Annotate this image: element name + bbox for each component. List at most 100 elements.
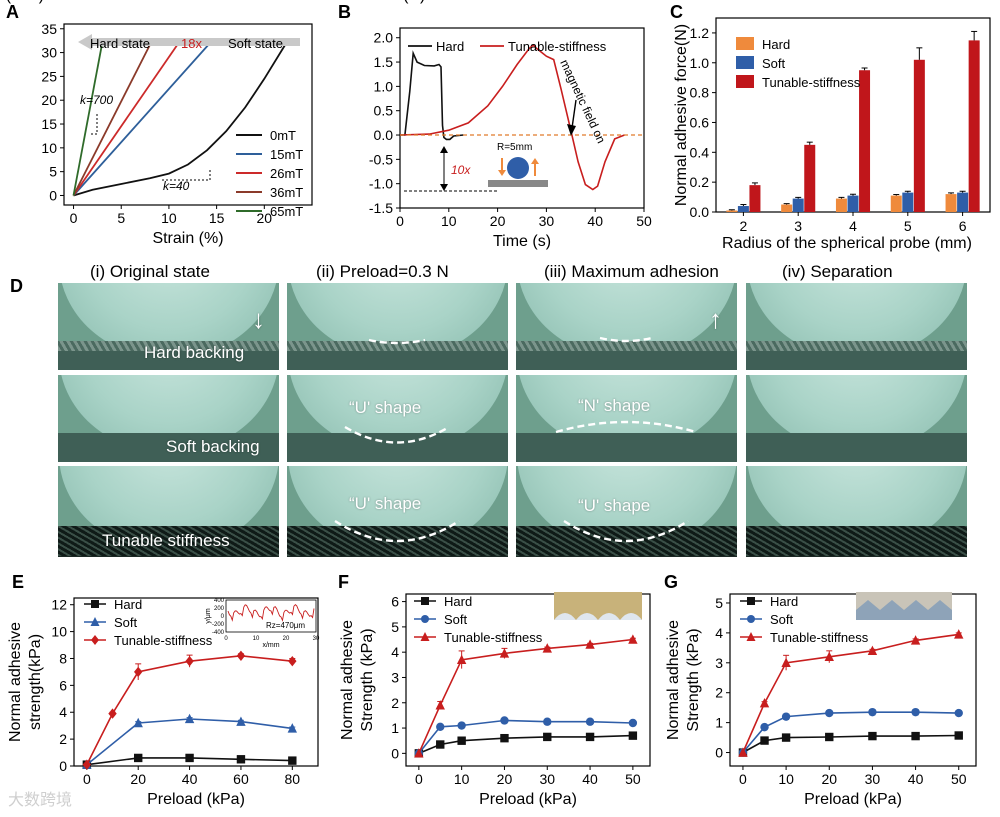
y-tick-label: 12: [51, 597, 67, 613]
data-point: [868, 707, 877, 717]
bar: [847, 195, 859, 212]
data-point: [133, 717, 143, 728]
legend-swatch: [736, 56, 754, 69]
y-tick-label: 25: [41, 68, 57, 84]
x-tick-label: 5: [117, 210, 125, 226]
y-tick-label: 0.0: [690, 204, 710, 220]
x-tick-label: 20: [130, 771, 146, 787]
y-tick-label: 2: [715, 685, 723, 701]
y-tick-label: 15: [41, 116, 57, 132]
hard-backing-texture: [58, 341, 279, 351]
x-axis-label: Time (s): [493, 233, 551, 250]
fold-arrow-head-up: [440, 146, 448, 153]
data-point: [824, 651, 834, 662]
photo-tile: [58, 466, 279, 557]
bar: [804, 144, 816, 212]
data-point: [82, 759, 92, 770]
x-tick-label: 50: [951, 771, 967, 787]
x-tick-label: 0: [739, 771, 747, 787]
bar: [737, 206, 749, 212]
bar: [913, 59, 925, 213]
x-tick-label: 30: [865, 771, 881, 787]
probe-ball-icon: [507, 157, 529, 179]
magnetic-field-label: magnetic field on: [557, 57, 608, 145]
x-tick-label: 30: [539, 213, 555, 229]
series-line-tunable-stiffness: [86, 654, 293, 766]
panel-label-a: A: [6, 2, 19, 22]
legend-label: 36mT: [270, 185, 303, 200]
field-arrow-head: [567, 124, 576, 136]
chart-f-strength: 0 10 20 30 40 50 0 1 2 3 4 5 6 Preload (kPa) Normal ad…: [339, 592, 651, 808]
substrate-layer: [287, 433, 508, 462]
legend-label: Tunable-stiffness: [114, 633, 213, 648]
data-point: [500, 733, 509, 743]
y-tick-label: 1: [715, 715, 723, 731]
y-tick-label: -1.0: [369, 176, 393, 192]
data-point: [628, 731, 638, 740]
arrow-up-icon: ↑: [709, 304, 722, 334]
k-soft-label: k=40: [163, 179, 190, 193]
substrate-texture-f: [554, 613, 642, 620]
photo-tile: [287, 375, 508, 462]
y-tick-label: 0: [715, 745, 723, 761]
legend-label: Soft: [762, 56, 786, 71]
chart-g-strength: 0 10 20 30 40 50 0 1 2 3 4 5 Preload (kPa) Normal adh…: [665, 592, 977, 808]
column-title-max-adhesion: (iii) Maximum adhesion: [544, 262, 719, 281]
bar: [890, 195, 902, 212]
data-point: [420, 632, 430, 641]
column-title-separation: (iv) Separation: [782, 262, 893, 281]
inset-y-tick: 400: [214, 598, 225, 604]
data-point: [236, 716, 246, 726]
data-point: [457, 736, 466, 745]
state-arrow-shape: [78, 34, 300, 50]
y-tick-label: 0: [49, 187, 57, 203]
bar: [792, 198, 804, 212]
panel-label-c: C: [670, 2, 683, 22]
x-tick-label: 4: [849, 218, 857, 234]
bar: [749, 185, 761, 212]
x-tick-label: 40: [582, 771, 598, 787]
y-tick-label: 0: [391, 745, 399, 761]
data-point: [760, 722, 769, 732]
legend-label: Hard: [762, 37, 790, 52]
shape-label: “N' shape: [578, 396, 651, 415]
x-tick-label: 0: [396, 213, 404, 229]
legend-label: 15mT: [270, 147, 303, 162]
data-point: [542, 643, 552, 653]
series-line-26mt: [72, 42, 180, 197]
y-axis-label: Normal adhesive: [665, 620, 682, 740]
y-tick-label: 10: [41, 140, 57, 156]
x-tick-label: 0: [415, 771, 423, 787]
data-point: [738, 747, 748, 757]
y-axis-label: Strength (kPa): [685, 628, 702, 731]
x-tick-label: 20: [490, 213, 506, 229]
shape-label: “U' shape: [349, 494, 422, 513]
photo-tile: [58, 283, 279, 370]
data-point: [867, 645, 878, 656]
photo-tile: [746, 283, 967, 370]
legend-label: 65mT: [270, 204, 303, 219]
series-line-hard: [400, 50, 464, 141]
data-point: [628, 718, 638, 728]
legend-label: Hard: [444, 594, 472, 609]
data-point: [760, 736, 769, 745]
chart-b-adhesive-force: 0 10 20 30 40 50 -1.5 -1.0 -0.5 0.0 0.5 1.0 1.5 2.0 Ti…: [332, 0, 652, 250]
field-arrow: [571, 99, 577, 129]
y-axis-label: Normal adhesive force (N): [332, 0, 425, 4]
y-axis-label: Normal adhesive: [339, 620, 356, 740]
data-point: [288, 756, 297, 765]
legend-swatch: [736, 37, 754, 50]
y-axis-label: strength(kPa): [27, 634, 44, 730]
data-point: [628, 634, 638, 644]
legend-label: Soft: [114, 615, 138, 630]
y-tick-label: 30: [41, 45, 57, 61]
legend-label: 0mT: [270, 128, 296, 143]
data-point: [456, 654, 467, 664]
data-point: [911, 707, 920, 717]
data-point: [543, 717, 552, 726]
x-tick-label: 10: [778, 771, 794, 787]
legend-label: Tunable-stiffness: [770, 630, 869, 645]
fold-arrow-head-down: [440, 184, 448, 191]
series-line-36mt: [72, 42, 152, 196]
